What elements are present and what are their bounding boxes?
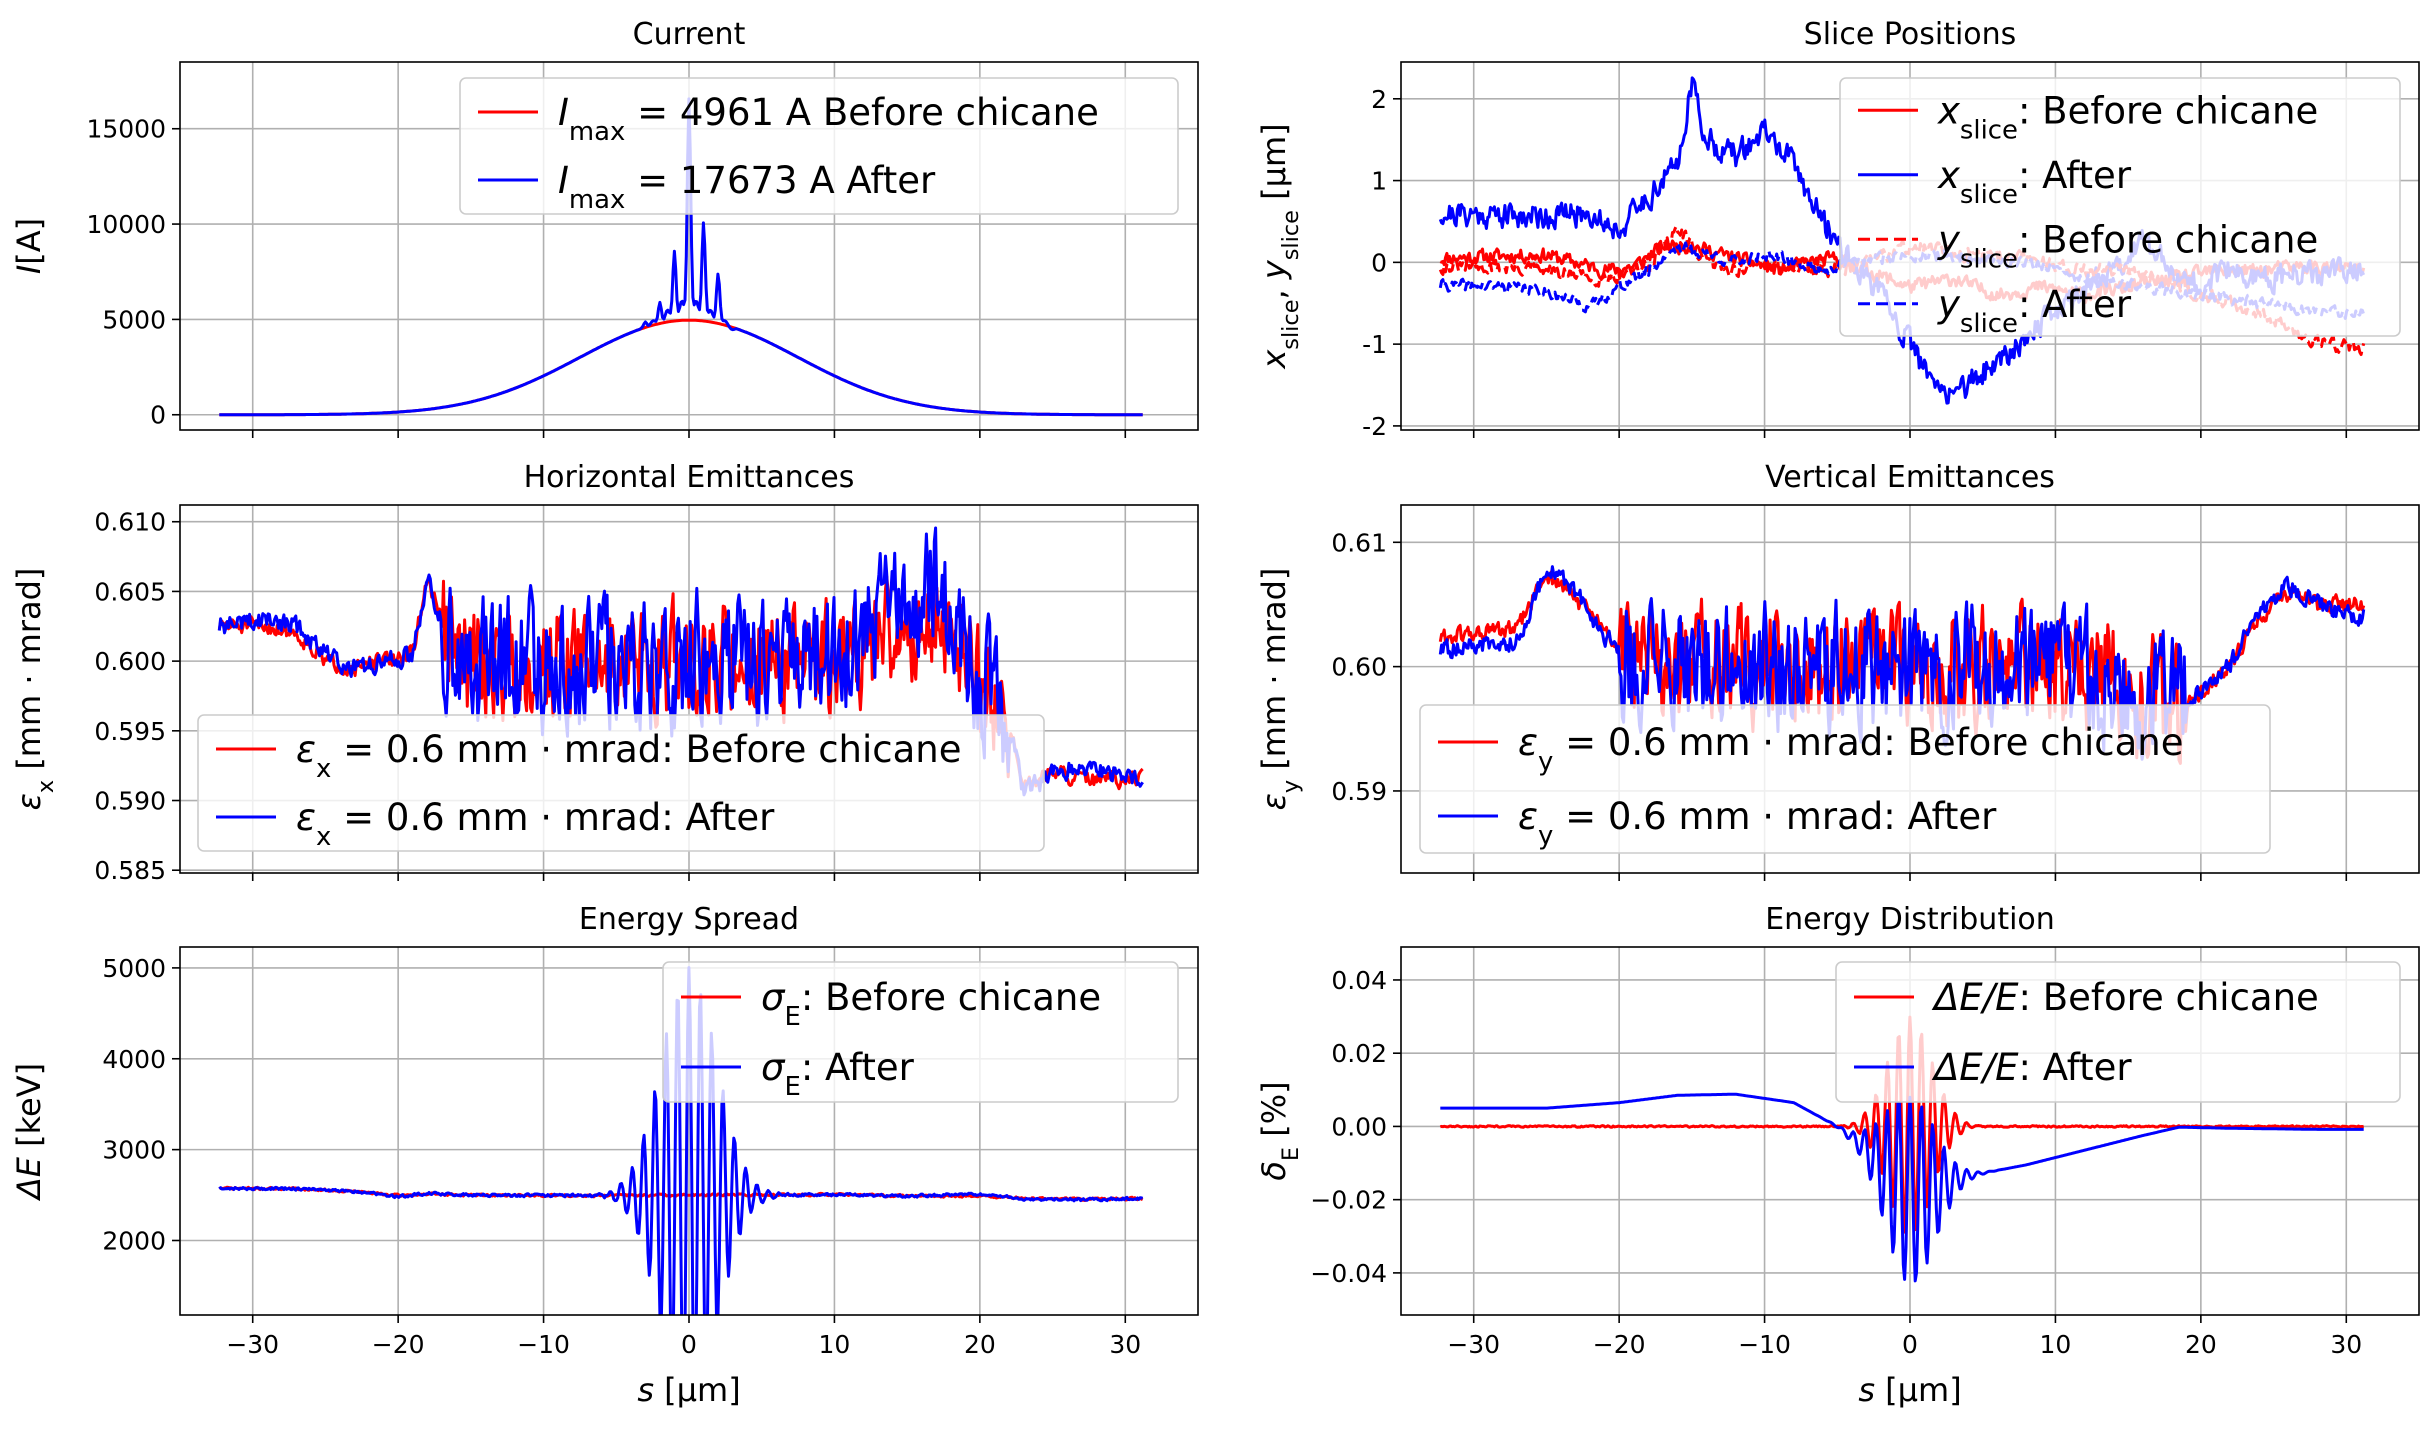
legend-label: xslice: Before chicane — [1937, 89, 2318, 145]
x-tick-label: 20 — [2185, 1330, 2217, 1359]
y-tick-label: 10000 — [86, 210, 166, 239]
legend-label: ΔE/E: After — [1931, 1046, 2132, 1089]
y-tick-label: -2 — [1362, 412, 1387, 441]
legend: ΔE/E: Before chicane ΔE/E: After — [1835, 961, 2401, 1103]
series-group — [218, 966, 1144, 1315]
y-tick-label: 5000 — [102, 954, 166, 983]
series-line-1 — [218, 966, 1144, 1315]
subplot-title: Slice Positions — [1804, 17, 2017, 52]
series-group — [219, 97, 1143, 417]
x-tick-label: 30 — [2330, 1330, 2362, 1359]
y-tick-label: -1 — [1362, 330, 1387, 359]
subplot-title: Energy Distribution — [1765, 902, 2055, 937]
y-tick-label: 3000 — [102, 1136, 166, 1165]
legend-label: σE: Before chicane — [761, 976, 1101, 1032]
legend-label: yslice: Before chicane — [1937, 218, 2318, 274]
x-tick-label: −10 — [1738, 1330, 1791, 1359]
x-tick-label: 20 — [964, 1330, 996, 1359]
subplot-positions: -2 -1 0 1 2 Slice Positions xslice, yslice [µm… — [1255, 17, 2420, 441]
legend-box — [662, 961, 1179, 1103]
y-axis-label: εy [mm · mrad] — [1255, 568, 1304, 811]
y-tick-label: 0 — [1371, 248, 1387, 277]
legend-label: Imax = 4961 A Before chicane — [558, 91, 1099, 147]
x-tick-label: −20 — [372, 1330, 425, 1359]
y-tick-label: 5000 — [102, 305, 166, 334]
legend: σE: Before chicane σE: After — [662, 961, 1179, 1103]
y-tick-label: 0.60 — [1331, 653, 1387, 682]
legend-box — [1835, 961, 2401, 1103]
x-axis-label: s [µm] — [1858, 1371, 1961, 1409]
y-tick-label: 0.590 — [94, 787, 166, 816]
y-tick-label: 0.59 — [1331, 777, 1387, 806]
series-line-1 — [1440, 1092, 2364, 1283]
y-axis-label: ΔE [keV] — [10, 1063, 48, 1202]
legend-box — [1839, 77, 2401, 337]
y-axis-label: εx [mm · mrad] — [10, 568, 59, 811]
subplot-title: Vertical Emittances — [1765, 460, 2055, 495]
y-tick-label: 0.61 — [1331, 528, 1387, 557]
x-axis-label: s [µm] — [637, 1371, 740, 1409]
y-axis-label: I[A] — [10, 218, 48, 274]
y-tick-label: 0.04 — [1331, 966, 1387, 995]
y-tick-label: 0.02 — [1331, 1039, 1387, 1068]
subplot-title: Horizontal Emittances — [524, 460, 855, 495]
subplot-title: Current — [633, 17, 746, 52]
y-tick-label: 0.600 — [94, 647, 166, 676]
y-tick-label: 0.605 — [94, 577, 166, 606]
subplot-title: Energy Spread — [579, 902, 799, 937]
x-tick-label: 0 — [681, 1330, 697, 1359]
legend-label: σE: After — [761, 1046, 915, 1102]
x-tick-label: −30 — [1447, 1330, 1500, 1359]
y-tick-label: 15000 — [86, 115, 166, 144]
subplot-espread: −30 −20 −10 0 10 20 30 2000 3000 4000 5000 Energy S… — [10, 902, 1199, 1409]
legend-label: Imax = 17673 A After — [558, 159, 936, 215]
legend-label: εx = 0.6 mm · mrad: Before chicane — [296, 728, 962, 784]
legend-label: yslice: After — [1937, 283, 2132, 339]
legend-box — [197, 714, 1045, 852]
subplot-edist: −30 −20 −10 0 10 20 30 −0.04 −0.02 0.00 0.02 0.04 En… — [1255, 902, 2420, 1409]
subplot-current: 0 5000 10000 15000 Current I[A] Imax = 4961 A … — [10, 17, 1199, 438]
x-tick-label: −20 — [1593, 1330, 1646, 1359]
legend: xslice: Before chicane xslice: After yslic… — [1839, 77, 2401, 339]
series-line-1 — [219, 97, 1143, 417]
series-line-1 — [217, 526, 1144, 797]
x-tick-label: 0 — [1902, 1330, 1918, 1359]
legend: εy = 0.6 mm · mrad: Before chicane εy = 0… — [1419, 704, 2271, 854]
legend-label: εy = 0.6 mm · mrad: Before chicane — [1518, 721, 2184, 777]
y-tick-label: 1 — [1371, 167, 1387, 196]
series-group — [217, 526, 1144, 797]
x-tick-label: −30 — [226, 1330, 279, 1359]
y-tick-label: 0 — [150, 401, 166, 430]
legend-label: εx = 0.6 mm · mrad: After — [296, 796, 775, 852]
legend: Imax = 4961 A Before chicane Imax = 17673… — [459, 77, 1179, 215]
series-line-1 — [1438, 565, 2366, 761]
y-tick-label: 0.595 — [94, 717, 166, 746]
legend: εx = 0.6 mm · mrad: Before chicane εx = 0… — [197, 714, 1045, 852]
y-tick-label: 4000 — [102, 1045, 166, 1074]
y-axis-label: xslice, yslice [µm] — [1255, 123, 1304, 369]
series-group — [1438, 565, 2366, 765]
y-tick-label: 0.610 — [94, 508, 166, 537]
y-tick-label: −0.02 — [1310, 1186, 1387, 1215]
legend-box — [1419, 704, 2271, 854]
y-tick-label: 2000 — [102, 1226, 166, 1255]
subplot-vemit: 0.59 0.60 0.61 Vertical Emittances εy [mm · … — [1255, 460, 2420, 881]
y-tick-label: −0.04 — [1310, 1259, 1387, 1288]
legend-box — [459, 77, 1179, 215]
x-tick-label: 30 — [1109, 1330, 1141, 1359]
legend-label: εy = 0.6 mm · mrad: After — [1518, 795, 1997, 851]
y-tick-label: 0.585 — [94, 856, 166, 885]
x-tick-label: 10 — [2040, 1330, 2072, 1359]
legend-label: ΔE/E: Before chicane — [1931, 976, 2319, 1019]
subplot-hemit: 0.585 0.590 0.595 0.600 0.605 0.610 Horizontal… — [10, 460, 1199, 885]
x-tick-label: 10 — [819, 1330, 851, 1359]
y-tick-label: 2 — [1371, 85, 1387, 114]
series-group — [1439, 1015, 2365, 1283]
x-tick-label: −10 — [517, 1330, 570, 1359]
y-axis-label: δE [%] — [1255, 1081, 1304, 1180]
y-tick-label: 0.00 — [1331, 1112, 1387, 1141]
legend-label: xslice: After — [1937, 154, 2132, 210]
